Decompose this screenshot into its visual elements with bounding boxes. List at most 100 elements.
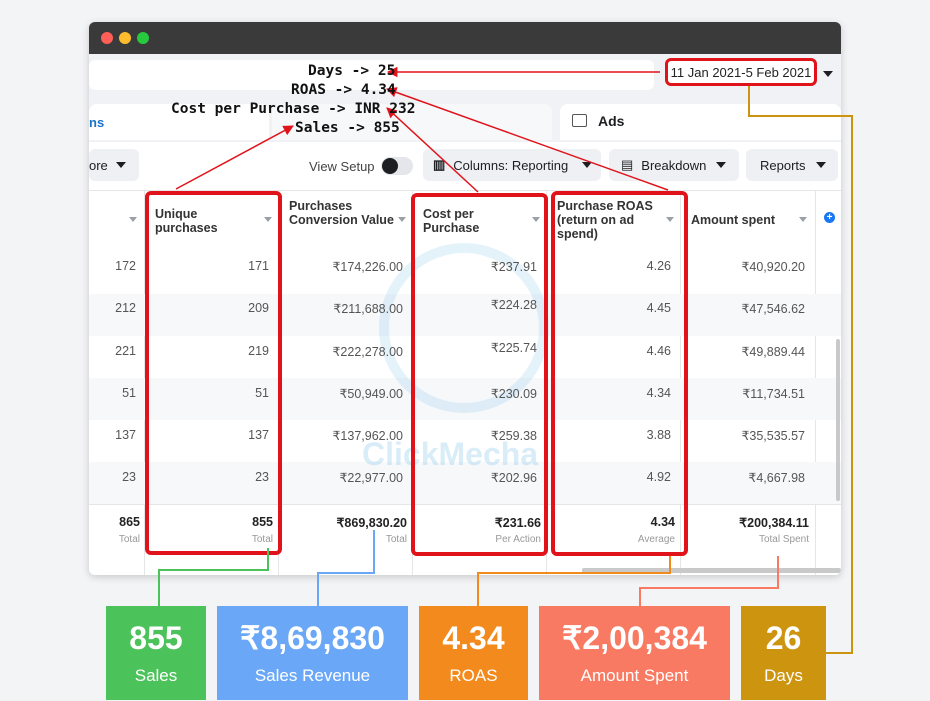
more-label: ore [89,157,108,173]
summary-value: 855 [129,620,183,656]
columns-button[interactable]: ▥ Columns: Reporting [423,149,601,181]
table-cell: ₹4,667.98 [748,471,805,485]
table-cell: ₹202.96 [490,471,537,485]
campaign-search-bar[interactable] [89,60,654,90]
sort-icon[interactable] [666,217,674,222]
date-range-picker[interactable]: 11 Jan 2021-5 Feb 2021 [665,58,817,86]
summary-card-sales: 855 Sales [106,606,206,700]
summary-value: ₹8,69,830 [240,620,385,656]
total-value: 4.34 [650,515,675,529]
summary-label: Amount Spent [580,666,689,685]
breakdown-button[interactable]: ▤ Breakdown [609,149,739,181]
tab-ads[interactable]: Ads [560,104,841,140]
sort-icon[interactable] [398,217,406,222]
table-cell: ₹11,734.51 [742,387,805,401]
table-cell: 172 [115,259,136,273]
reports-button[interactable]: Reports [746,149,838,181]
highlight-purchase-roas [551,191,688,556]
view-setup-label: View Setup [309,159,375,174]
highlight-cost-per-purchase [411,193,548,556]
summary-card-roas: 4.34 ROAS [419,606,528,700]
table-cell: ₹47,546.62 [741,302,805,316]
table-cell: ₹230.09 [490,387,537,401]
table-cell: ₹174,226.00 [332,260,403,274]
more-button[interactable]: ore [89,149,139,181]
table-cell: ₹49,889.44 [741,345,805,359]
annotation-sales: Sales -> 855 [295,120,400,136]
close-window-button[interactable] [101,32,113,44]
total-label: Total [251,534,273,545]
breakdown-label: Breakdown [641,157,707,173]
table-cell: ₹259.38 [490,429,537,443]
date-dropdown-icon[interactable] [823,71,833,77]
summary-card-days: 26 Days [741,606,826,700]
columns-label: Columns: Reporting [453,157,569,173]
columns-icon: ▥ [433,157,446,172]
add-column-icon[interactable]: + [824,212,835,223]
breakdown-caret-icon [716,162,727,168]
toolbar: ore View Setup ▥ Columns: Reporting ▤ Br… [89,142,841,190]
reports-label: Reports [760,157,806,173]
header-purchases-conversion-value[interactable]: Purchases Conversion Value [289,199,394,227]
table-cell: 171 [248,259,269,273]
total-value: 855 [252,515,273,529]
annotation-days: Days -> 25 [308,63,396,79]
summary-label: Sales Revenue [254,666,371,685]
table-cell: 137 [248,428,269,442]
sort-icon[interactable] [799,217,807,222]
summary-value: ₹2,00,384 [562,620,707,656]
table-cell: 4.46 [646,344,671,358]
summary-label: Sales [134,666,178,685]
view-setup-toggle[interactable] [381,157,413,175]
highlight-unique-purchases [145,191,282,555]
table-cell: ₹35,535.57 [741,429,805,443]
total-value: ₹200,384.11 [739,516,809,530]
sort-icon[interactable] [129,217,137,222]
ads-icon [572,114,587,127]
vertical-scrollbar[interactable] [836,339,840,501]
table-cell: 3.88 [646,428,671,442]
sort-icon[interactable] [264,217,272,222]
table-cell: ₹225.74 [490,341,537,355]
table-cell: 23 [122,470,136,484]
columns-caret-icon [582,162,593,168]
breakdown-icon: ▤ [621,157,634,172]
table-cell: 209 [248,301,269,315]
table-cell: 212 [115,301,136,315]
horizontal-scrollbar[interactable] [582,568,841,573]
sort-icon[interactable] [532,217,540,222]
total-label: Average [637,534,675,545]
summary-value: 4.34 [442,620,505,656]
total-value: ₹231.66 [494,516,541,530]
data-table: Unique purchases Purchases Conversion Va… [89,190,841,575]
header-unique-purchases[interactable]: Unique purchases [155,207,218,235]
tab-adsets[interactable] [272,104,552,140]
table-cell: 51 [255,386,269,400]
total-label: Per Action [495,534,541,545]
summary-card-amount-spent: ₹2,00,384 Amount Spent [539,606,730,700]
table-cell: 221 [115,344,136,358]
top-bar: 11 Jan 2021-5 Feb 2021 ns Ads [89,54,841,142]
header-purchase-roas[interactable]: Purchase ROAS (return on ad spend) [557,199,653,241]
annotation-roas: ROAS -> 4.34 [291,82,396,98]
table-cell: ₹211,688.00 [333,302,403,316]
browser-window: 11 Jan 2021-5 Feb 2021 ns Ads ore View S… [89,22,841,575]
summary-value: 26 [765,620,802,656]
date-range-text: 11 Jan 2021-5 Feb 2021 [670,64,812,80]
table-cell: 51 [122,386,136,400]
table-cell: 4.45 [646,301,671,315]
reports-caret-icon [815,162,826,168]
annotation-cost-per-purchase: Cost per Purchase -> INR 232 [171,101,416,117]
header-cost-per-purchase[interactable]: Cost per Purchase [423,207,480,235]
tab-campaigns[interactable]: ns [89,104,269,140]
maximize-window-button[interactable] [137,32,149,44]
summary-label: ROAS [449,666,498,685]
minimize-window-button[interactable] [119,32,131,44]
total-value: ₹869,830.20 [336,516,407,530]
header-amount-spent[interactable]: Amount spent [691,213,776,227]
summary-label: Days [764,666,803,685]
total-value: 865 [119,515,140,529]
table-cell: ₹40,920.20 [741,260,805,274]
table-cell: ₹224.28 [490,298,537,312]
